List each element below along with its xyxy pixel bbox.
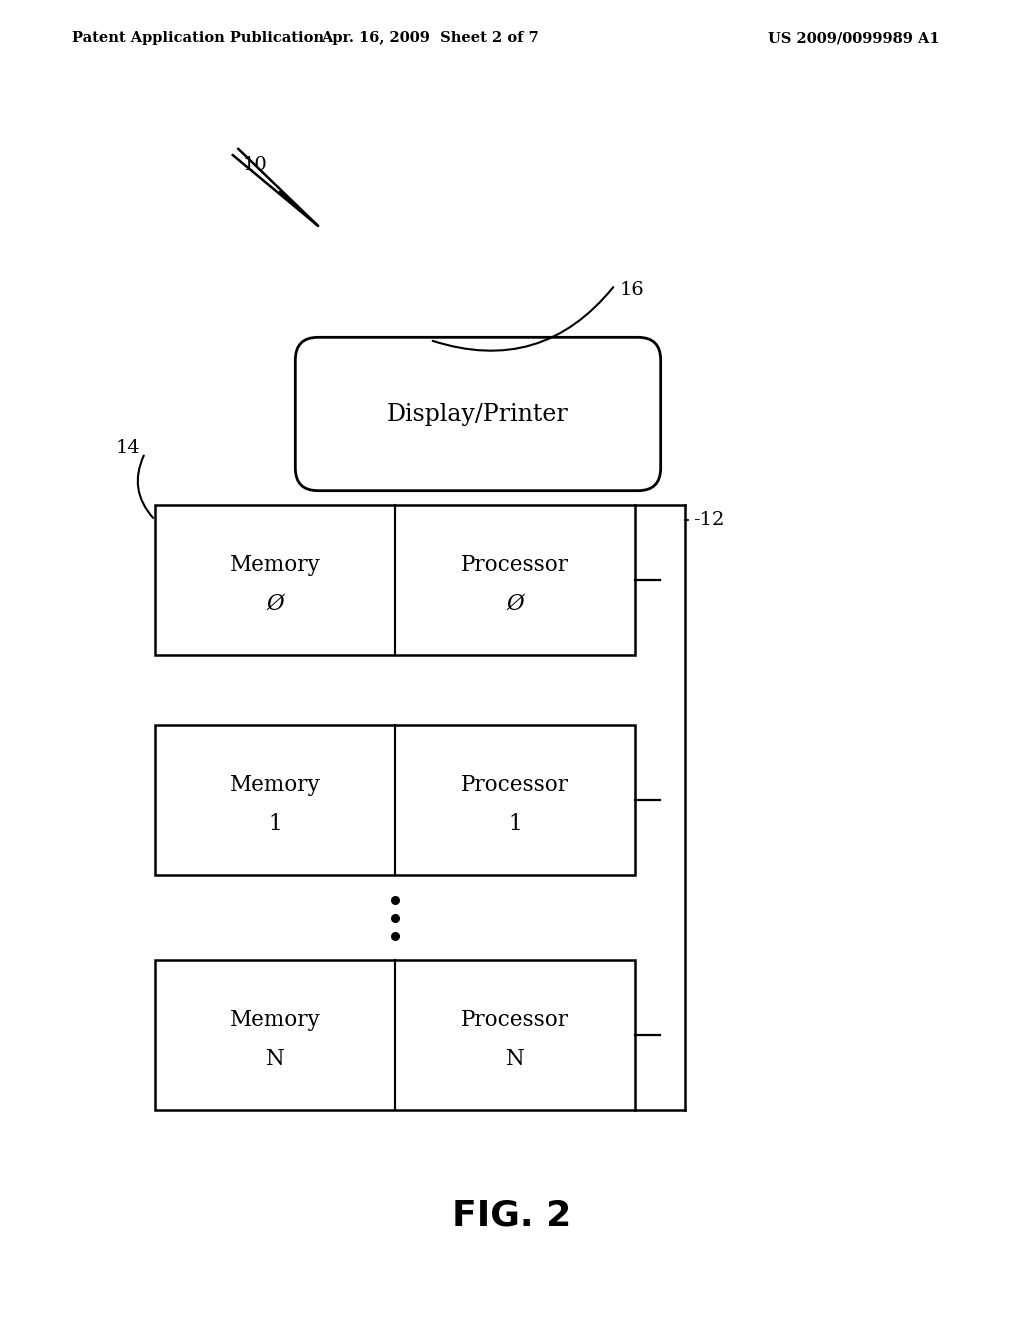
Text: 16: 16 [620, 281, 645, 300]
Text: Display/Printer: Display/Printer [387, 403, 569, 425]
Bar [155, 506, 635, 655]
Bar [155, 960, 635, 1110]
Text: Memory: Memory [229, 774, 321, 796]
Text: 1: 1 [268, 813, 282, 836]
Text: Processor: Processor [461, 1008, 569, 1031]
Text: Processor: Processor [461, 554, 569, 576]
Bar [155, 725, 635, 875]
Text: Ø: Ø [506, 593, 524, 615]
Text: 14: 14 [116, 440, 140, 457]
Text: 10: 10 [243, 156, 267, 174]
Text: Memory: Memory [229, 1008, 321, 1031]
Text: -12: -12 [693, 511, 724, 529]
Text: US 2009/0099989 A1: US 2009/0099989 A1 [768, 30, 940, 45]
Text: 1: 1 [508, 813, 522, 836]
Text: FIG. 2: FIG. 2 [453, 1199, 571, 1232]
Text: Patent Application Publication: Patent Application Publication [72, 30, 324, 45]
Text: N: N [506, 1048, 524, 1071]
Text: Ø: Ø [266, 593, 284, 615]
FancyBboxPatch shape [295, 338, 660, 491]
Text: Apr. 16, 2009  Sheet 2 of 7: Apr. 16, 2009 Sheet 2 of 7 [322, 30, 539, 45]
Text: Processor: Processor [461, 774, 569, 796]
Text: Memory: Memory [229, 554, 321, 576]
Text: N: N [265, 1048, 285, 1071]
